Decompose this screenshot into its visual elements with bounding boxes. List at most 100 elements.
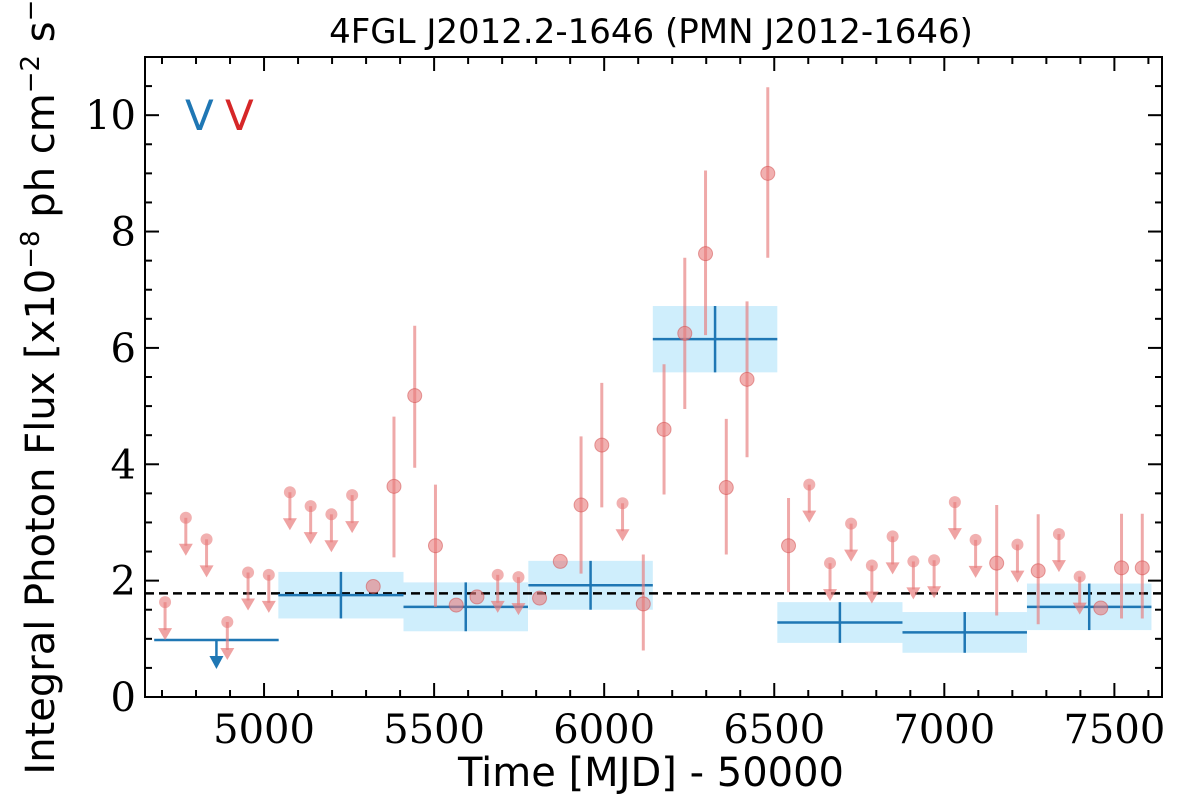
short-bin-upper-limit-marker xyxy=(346,489,359,502)
short-bin-upper-limit-marker xyxy=(283,486,296,499)
y-axis-label-main: Integral Photon Flux [x10 xyxy=(18,269,64,775)
short-bin-upper-limit-arrow xyxy=(906,587,921,600)
y-axis-label-mid: ph cm xyxy=(18,93,64,230)
short-bin-upper-limit-arrow xyxy=(844,549,859,562)
y-axis-label-mid-2: s xyxy=(18,21,64,55)
short-bin-point xyxy=(1114,560,1130,576)
y-tick-label: 4 xyxy=(111,442,136,488)
short-bin-point xyxy=(448,597,464,613)
short-bin-upper-limit-arrow xyxy=(158,628,173,641)
short-bin-upper-limit-marker xyxy=(1011,538,1024,551)
ticks-group xyxy=(145,57,1162,698)
short-bin-upper-limit-arrow xyxy=(968,565,983,578)
short-bin-upper-limit-arrow xyxy=(615,529,630,542)
y-axis-label-exp-2: −2 xyxy=(16,55,46,93)
x-tick-label: 7000 xyxy=(893,707,995,753)
short-bin-upper-limit-marker xyxy=(325,508,338,521)
x-tick-label: 7500 xyxy=(1063,707,1165,753)
short-bin-point xyxy=(386,478,402,494)
short-bin-upper-limit-arrow xyxy=(490,600,505,613)
short-bin-upper-limit-marker xyxy=(824,557,837,570)
legend-item-short-bins: V xyxy=(225,91,254,140)
short-bin-upper-limit-marker xyxy=(304,500,317,513)
short-bin-point xyxy=(365,578,381,594)
short-bin-point xyxy=(1093,600,1109,616)
short-bin-upper-limit-marker xyxy=(491,568,504,581)
short-bin-upper-limit-arrow xyxy=(802,510,817,523)
short-bin-upper-limit-arrow xyxy=(885,562,900,575)
short-bin-point xyxy=(469,589,485,605)
short-bin-point xyxy=(718,480,734,496)
x-tick-label: 5000 xyxy=(213,707,315,753)
short-bin-point xyxy=(594,437,610,453)
short-bin-upper-limit-marker xyxy=(886,530,899,543)
long-bin-upper-limit-arrow xyxy=(209,655,224,669)
short-bin-upper-limit-marker xyxy=(242,566,255,579)
short-bin-upper-limit-arrow xyxy=(947,528,962,541)
short-bin-point xyxy=(427,538,443,554)
short-bin-upper-limit-arrow xyxy=(345,521,360,534)
short-bin-upper-limit-marker xyxy=(179,511,192,524)
x-axis-label: Time [MJD] - 50000 xyxy=(457,750,844,796)
short-bin-upper-limit-arrow xyxy=(303,532,318,545)
y-tick-label: 6 xyxy=(111,326,136,372)
short-bin-upper-limit-arrow xyxy=(199,565,214,578)
short-bin-point xyxy=(1134,560,1150,576)
short-bin-upper-limit-arrow xyxy=(511,603,526,616)
short-bin-upper-limit-arrow xyxy=(324,540,339,553)
legend-item-long-bins: V xyxy=(185,91,214,140)
short-bin-upper-limit-arrow xyxy=(1010,570,1025,583)
y-tick-label: 0 xyxy=(111,675,136,721)
short-bin-point xyxy=(739,371,755,387)
short-bin-upper-limit-marker xyxy=(1073,570,1086,583)
short-bin-upper-limit-arrow xyxy=(864,591,879,604)
short-bin-point xyxy=(1030,563,1046,579)
x-tick-label: 6000 xyxy=(553,707,655,753)
short-bin-upper-limit-marker xyxy=(616,497,629,510)
short-bin-point xyxy=(552,553,568,569)
short-bin-upper-limit-arrow xyxy=(178,543,193,556)
short-bin-point xyxy=(989,555,1005,571)
short-bin-upper-limit-arrow xyxy=(1051,560,1066,573)
y-tick-label: 2 xyxy=(111,559,136,605)
plot-area: 5000 5500 6000 6500 7000 7500 0 2 4 6 8 10 V V xyxy=(85,56,1165,753)
short-bin-point xyxy=(532,590,548,606)
short-bin-upper-limit-arrow xyxy=(823,589,838,602)
short-bin-point xyxy=(573,497,589,513)
short-bin-upper-limit-arrow xyxy=(241,598,256,611)
y-axis-label-exp-3: −1 xyxy=(16,0,46,21)
chart-title: 4FGL J2012.2-1646 (PMN J2012-1646) xyxy=(329,12,973,52)
short-bin-upper-limit-marker xyxy=(865,559,878,572)
short-bin-upper-limit-marker xyxy=(1052,528,1065,541)
short-bin-upper-limit-marker xyxy=(221,615,234,628)
short-bin-point xyxy=(635,596,651,612)
short-bin-point xyxy=(407,388,423,404)
y-axis-label: Integral Photon Flux [x10−8 ph cm−2 s−1] xyxy=(16,0,64,775)
short-bin-upper-limit-marker xyxy=(907,555,920,568)
short-bin-upper-limit-arrow xyxy=(261,600,276,613)
short-bin-upper-limit-marker xyxy=(262,568,275,581)
short-bin-upper-limit-marker xyxy=(948,496,961,509)
short-bin-upper-limit-marker xyxy=(928,554,941,567)
short-bin-point xyxy=(760,165,776,181)
short-bin-upper-limit-arrow xyxy=(927,586,942,599)
short-bin-upper-limit-arrow xyxy=(220,647,235,660)
short-bin-upper-limit-marker xyxy=(803,478,816,491)
short-bin-upper-limit-arrow xyxy=(282,518,297,531)
x-tick-label: 5500 xyxy=(383,707,485,753)
short-bin-point xyxy=(698,246,714,262)
y-axis-label-exp-1: −8 xyxy=(16,230,46,268)
short-bin-upper-limit-marker xyxy=(512,571,525,584)
short-bin-point xyxy=(677,325,693,341)
short-bin-point xyxy=(781,538,797,554)
x-tick-label: 6500 xyxy=(723,707,825,753)
y-tick-label: 8 xyxy=(111,210,136,256)
short-bin-upper-limit-marker xyxy=(200,533,213,546)
short-bin-point xyxy=(656,421,672,437)
y-tick-label: 10 xyxy=(85,93,136,139)
plot-content xyxy=(145,87,1162,669)
short-bin-upper-limit-marker xyxy=(969,533,982,546)
short-bin-upper-limit-marker xyxy=(845,517,858,530)
